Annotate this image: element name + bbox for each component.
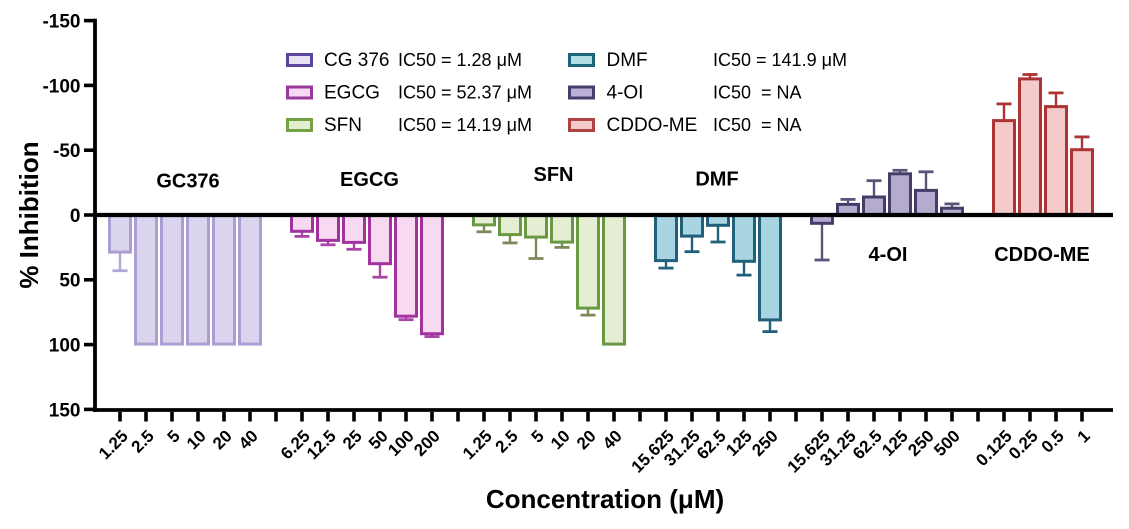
svg-text:CDDO-ME: CDDO-ME [994,244,1090,266]
svg-text:IC50 = NA: IC50 = NA [713,82,802,102]
svg-text:-50: -50 [53,141,80,162]
svg-text:IC50 = 52.37 μM: IC50 = 52.37 μM [398,82,532,102]
svg-text:DMF: DMF [607,50,648,71]
svg-text:SFN: SFN [534,164,574,186]
svg-text:100: 100 [49,336,81,357]
svg-text:IC50 = 1.28 μM: IC50 = 1.28 μM [398,50,522,70]
svg-text:IC50 = NA: IC50 = NA [713,115,802,135]
svg-text:SFN: SFN [324,115,362,136]
svg-text:CG 376: CG 376 [324,50,389,71]
svg-text:4-OI: 4-OI [869,244,908,266]
svg-text:DMF: DMF [695,169,738,191]
svg-text:IC50 = 14.19 μM: IC50 = 14.19 μM [398,115,532,135]
svg-text:50: 50 [59,271,80,292]
svg-text:-150: -150 [42,12,80,33]
svg-text:Concentration (μM): Concentration (μM) [486,484,724,514]
svg-text:GC376: GC376 [156,171,219,193]
svg-text:0: 0 [70,206,81,227]
svg-text:CDDO-ME: CDDO-ME [607,115,698,136]
svg-text:% Inhibition: % Inhibition [14,141,44,288]
svg-text:-100: -100 [42,76,80,97]
svg-text:EGCG: EGCG [324,82,380,103]
svg-text:4-OI: 4-OI [607,82,644,103]
svg-text:150: 150 [49,400,81,421]
svg-text:EGCG: EGCG [340,169,399,191]
svg-text:IC50 = 141.9 μM: IC50 = 141.9 μM [713,50,847,70]
